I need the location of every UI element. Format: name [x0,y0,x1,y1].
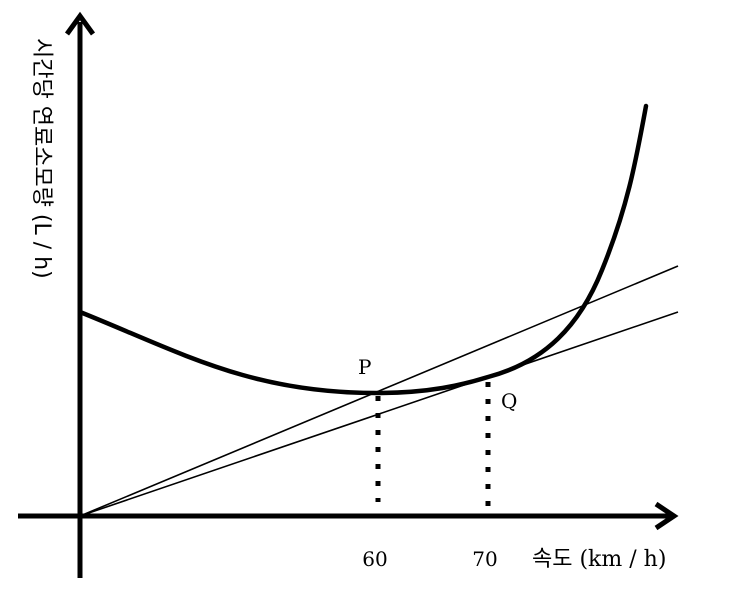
y-axis-arrowhead [64,11,96,36]
tick-60: 60 [362,547,387,571]
y-axis-label: 시간당 연료소모량 (L / h) [29,38,54,279]
point-p-label: P [358,355,371,379]
x-axis-label: 속도 (km / h) [532,547,666,572]
point-q-label: Q [501,389,517,413]
x-axis-arrowhead [654,501,679,531]
tick-70: 70 [472,547,497,571]
fuel-consumption-curve [77,103,649,396]
